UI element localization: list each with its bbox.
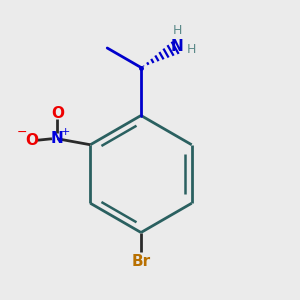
Text: +: + (61, 127, 70, 137)
Text: O: O (25, 133, 38, 148)
Text: H: H (173, 24, 182, 38)
Text: O: O (51, 106, 64, 121)
Text: −: − (17, 126, 28, 139)
Text: Br: Br (131, 254, 151, 268)
Text: H: H (187, 43, 196, 56)
Text: N: N (51, 131, 64, 146)
Text: N: N (171, 39, 184, 54)
